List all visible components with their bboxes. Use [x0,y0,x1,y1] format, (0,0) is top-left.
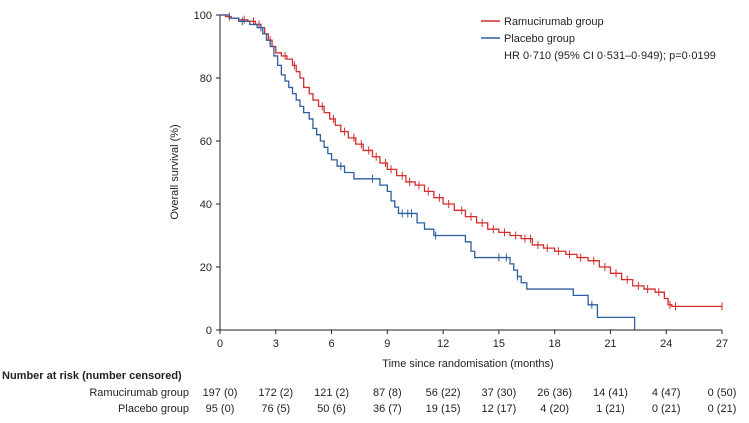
risk-value: 87 (8) [373,387,402,399]
risk-value: 14 (41) [593,387,628,399]
y-tick-label: 20 [200,262,212,274]
y-tick-label: 40 [200,199,212,211]
x-ticks: 0 3 6 9 12 15 18 21 24 27 [217,330,728,350]
legend: Ramucirumab group Placebo group HR 0·710… [481,16,716,62]
survival-curve-ramucirumab [220,14,722,308]
risk-value: 36 (7) [373,403,402,415]
x-tick-label: 0 [217,338,223,350]
risk-value: 0 (50) [708,387,737,399]
risk-value: 26 (36) [537,387,572,399]
y-tick-label: 60 [200,136,212,148]
y-tick-label: 0 [206,325,212,337]
risk-value: 19 (15) [426,403,461,415]
legend-label-placebo: Placebo group [504,33,575,45]
risk-value: 50 (6) [317,403,346,415]
legend-label-ramucirumab: Ramucirumab group [504,16,604,28]
x-tick-label: 27 [716,338,728,350]
risk-value: 12 (17) [481,403,516,415]
risk-value: 172 (2) [258,387,293,399]
series-layer [220,12,723,330]
risk-value: 0 (21) [708,403,737,415]
risk-value: 1 (21) [596,403,625,415]
risk-value: 121 (2) [314,387,349,399]
risk-value: 4 (20) [540,403,569,415]
series-placebo [220,14,636,330]
x-axis-label: Time since randomisation (months) [382,358,553,370]
risk-value: 95 (0) [206,403,235,415]
risk-value: 197 (0) [203,387,238,399]
number-at-risk-table: Number at risk (number censored) Ramucir… [2,370,736,415]
hazard-ratio-annotation: HR 0·710 (95% CI 0·531–0·949); p=0·0199 [504,50,716,62]
x-tick-label: 18 [549,338,561,350]
risk-value: 4 (47) [652,387,681,399]
series-ramucirumab [220,12,723,311]
x-tick-label: 21 [604,338,616,350]
risk-row-label-placebo: Placebo group [118,403,189,415]
y-tick-label: 80 [200,73,212,85]
x-tick-label: 6 [328,338,334,350]
x-tick-label: 9 [384,338,390,350]
axes: 0 3 6 9 12 15 18 21 24 27 0 20 40 60 80 100 [194,10,728,350]
y-ticks: 0 20 40 60 80 100 [194,10,220,337]
risk-table-title: Number at risk (number censored) [2,370,182,382]
x-tick-label: 3 [273,338,279,350]
survival-curve-placebo [220,14,636,330]
risk-values: 197 (0) 172 (2) 121 (2) 87 (8) 56 (22) 37 (30… [203,387,737,415]
x-tick-label: 24 [660,338,672,350]
y-axis-label: Overall survival (%) [169,124,181,219]
risk-value: 76 (5) [261,403,290,415]
risk-value: 0 (21) [652,403,681,415]
x-tick-label: 15 [493,338,505,350]
x-tick-label: 12 [437,338,449,350]
risk-row-label-ramucirumab: Ramucirumab group [89,387,189,399]
risk-value: 37 (30) [481,387,516,399]
y-tick-label: 100 [194,10,212,22]
risk-value: 56 (22) [426,387,461,399]
